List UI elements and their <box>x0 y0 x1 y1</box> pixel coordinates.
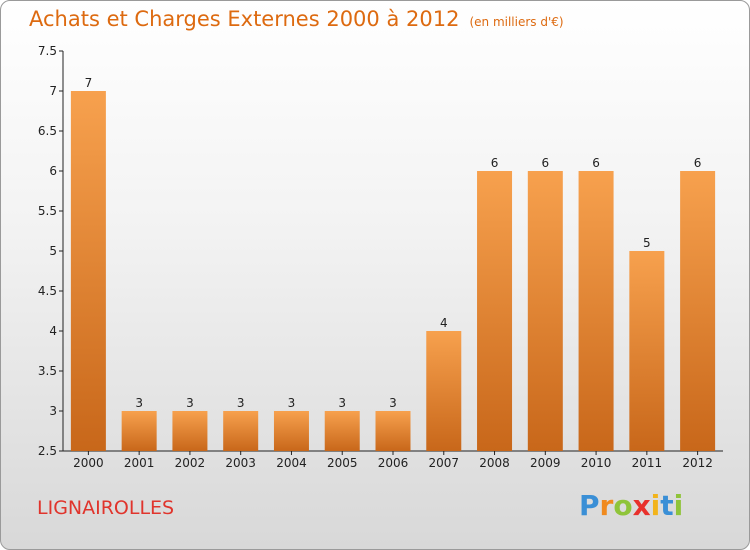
logo-letter: t <box>660 489 674 522</box>
data-label-2003: 3 <box>237 396 245 410</box>
bar-2002 <box>172 411 208 451</box>
bar-2010 <box>578 171 614 451</box>
place-name: LIGNAIROLLES <box>37 497 175 519</box>
x-tick-label-2010: 2010 <box>581 456 612 470</box>
x-tick-label-2006: 2006 <box>378 456 409 470</box>
x-tick-label-2004: 2004 <box>276 456 307 470</box>
logo-letter: o <box>613 489 633 522</box>
data-label-2002: 3 <box>186 396 194 410</box>
x-tick-label-2009: 2009 <box>530 456 561 470</box>
x-tick-label-2011: 2011 <box>632 456 663 470</box>
bar-2001 <box>121 411 157 451</box>
data-label-2000: 7 <box>85 76 93 90</box>
x-tick-label-2000: 2000 <box>73 456 104 470</box>
data-label-2001: 3 <box>135 396 143 410</box>
logo-letter: i <box>673 489 684 522</box>
x-tick-label-2012: 2012 <box>682 456 713 470</box>
chart-title: Achats et Charges Externes 2000 à 2012 (e… <box>29 7 564 31</box>
x-tick-label-2003: 2003 <box>225 456 256 470</box>
data-label-2007: 4 <box>440 316 448 330</box>
y-tick-label: 3.5 <box>38 364 57 378</box>
chart-title-text: Achats et Charges Externes 2000 à 2012 <box>29 7 460 31</box>
y-tick-label: 3 <box>49 404 57 418</box>
x-tick-label-2008: 2008 <box>479 456 510 470</box>
proxiti-logo: Proxiti <box>579 489 683 522</box>
data-label-2012: 6 <box>694 156 702 170</box>
logo-letter: r <box>599 489 614 522</box>
bar-2007 <box>426 331 462 451</box>
data-label-2004: 3 <box>288 396 296 410</box>
chart-unit: (en milliers d'€) <box>469 15 564 29</box>
x-tick-label-2005: 2005 <box>327 456 358 470</box>
bar-2011 <box>629 251 665 451</box>
bar-2008 <box>477 171 513 451</box>
x-tick-label-2002: 2002 <box>175 456 206 470</box>
bar-2006 <box>375 411 411 451</box>
data-label-2006: 3 <box>389 396 397 410</box>
logo-letter: x <box>632 489 651 522</box>
y-tick-label: 6 <box>49 164 57 178</box>
y-tick-label: 6.5 <box>38 124 57 138</box>
bar-2003 <box>223 411 259 451</box>
data-label-2005: 3 <box>338 396 346 410</box>
bar-2012 <box>680 171 716 451</box>
y-tick-label: 4.5 <box>38 284 57 298</box>
data-label-2009: 6 <box>541 156 549 170</box>
x-tick-label-2007: 2007 <box>428 456 459 470</box>
y-tick-label: 7.5 <box>38 44 57 58</box>
y-tick-label: 7 <box>49 84 57 98</box>
y-tick-label: 5.5 <box>38 204 57 218</box>
y-tick-label: 4 <box>49 324 57 338</box>
bar-2009 <box>527 171 563 451</box>
bar-2000 <box>70 91 106 451</box>
data-label-2008: 6 <box>491 156 499 170</box>
data-label-2011: 5 <box>643 236 651 250</box>
bar-2005 <box>324 411 360 451</box>
data-label-2010: 6 <box>592 156 600 170</box>
bar-2004 <box>273 411 309 451</box>
logo-letter: P <box>579 489 600 522</box>
y-tick-label: 2.5 <box>38 444 57 458</box>
x-tick-label-2001: 2001 <box>124 456 155 470</box>
y-tick-label: 5 <box>49 244 57 258</box>
logo-letter: i <box>650 489 661 522</box>
